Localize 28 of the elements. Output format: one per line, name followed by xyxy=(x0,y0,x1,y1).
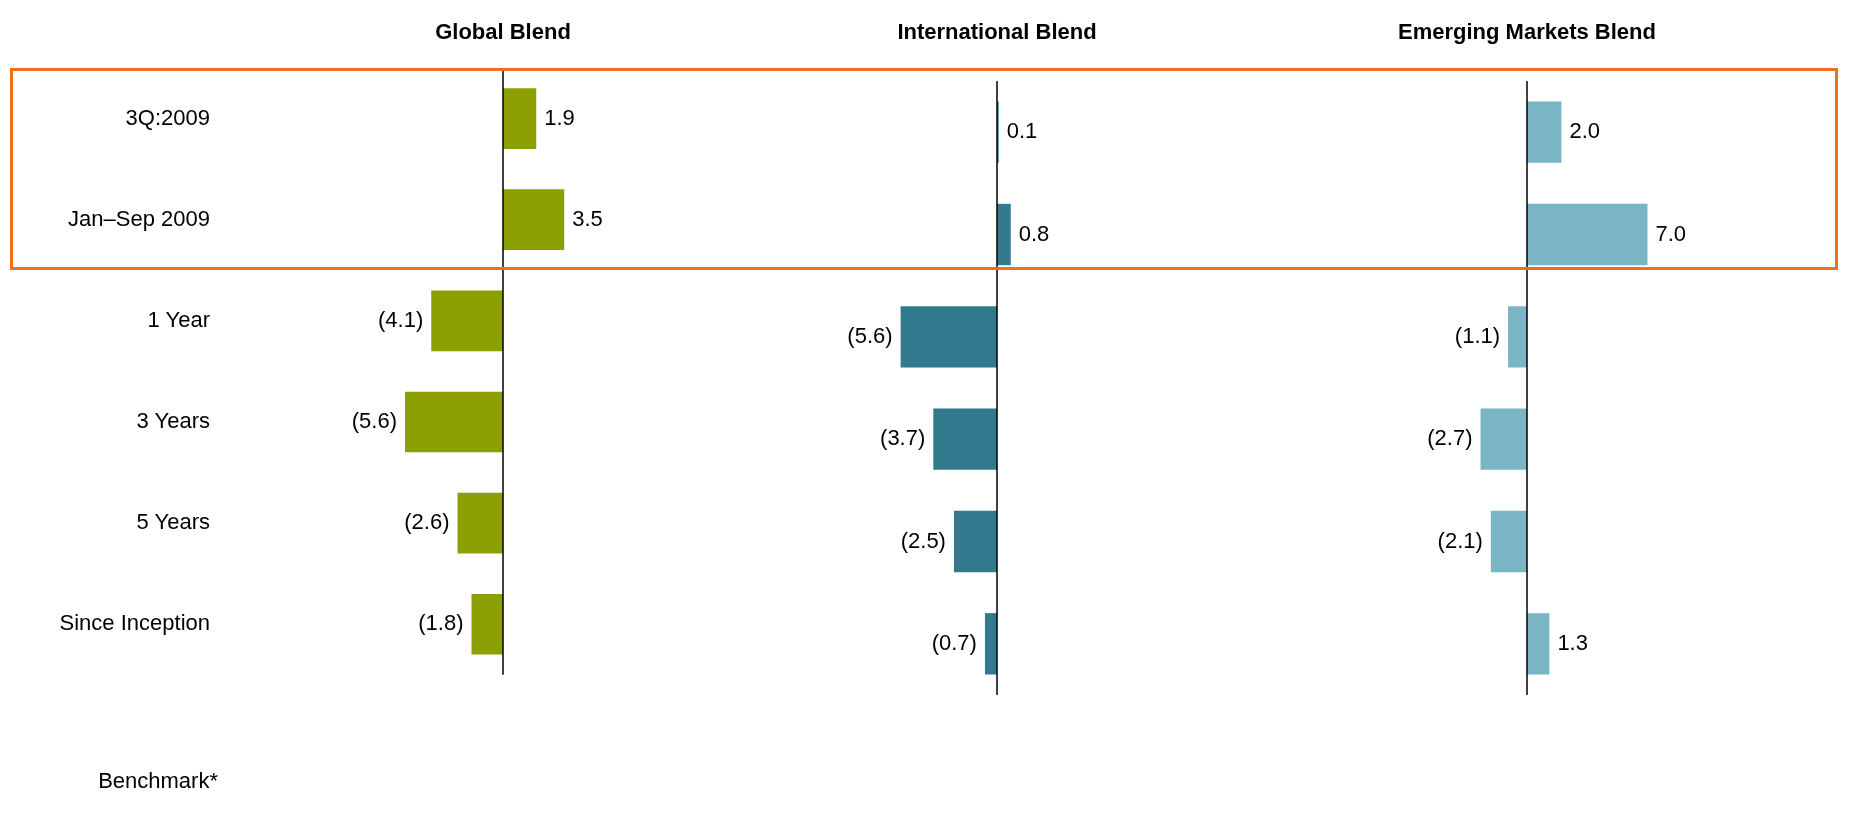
data-label: (5.6) xyxy=(351,408,397,434)
chart-title: Emerging Markets Blend xyxy=(1398,19,1656,45)
data-label: 3.5 xyxy=(572,205,603,231)
data-label: (2.7) xyxy=(1427,425,1473,451)
y-tick-label: 5 Years xyxy=(136,509,210,535)
data-label: (2.5) xyxy=(900,527,946,553)
data-label: 0.1 xyxy=(1006,118,1038,144)
data-label: 1.9 xyxy=(544,104,575,130)
y-tick-label: Since Inception xyxy=(59,610,210,636)
data-label: 7.0 xyxy=(1655,220,1687,246)
chart-title: International Blend xyxy=(897,19,1097,45)
data-label: 0.8 xyxy=(1018,220,1050,246)
data-label: (4.1) xyxy=(378,306,424,332)
data-label: (5.6) xyxy=(847,322,893,348)
data-label: (2.6) xyxy=(404,509,450,535)
data-label: (3.7) xyxy=(880,425,926,451)
data-label: 2.0 xyxy=(1569,118,1601,144)
data-label: (1.8) xyxy=(418,610,464,636)
text: Benchmark* xyxy=(97,768,218,794)
y-tick-label: Jan–Sep 2009 xyxy=(68,205,210,231)
y-tick-label: 3 Years xyxy=(136,408,210,434)
data-label: (1.1) xyxy=(1454,322,1501,348)
data-label: (0.7) xyxy=(931,629,977,655)
data-label: 1.3 xyxy=(1557,629,1588,655)
chart-title: Global Blend xyxy=(435,19,571,45)
y-tick-label: 1 Year xyxy=(147,306,210,332)
y-tick-label: 3Q:2009 xyxy=(125,104,210,130)
data-label: (2.1) xyxy=(1437,527,1483,553)
